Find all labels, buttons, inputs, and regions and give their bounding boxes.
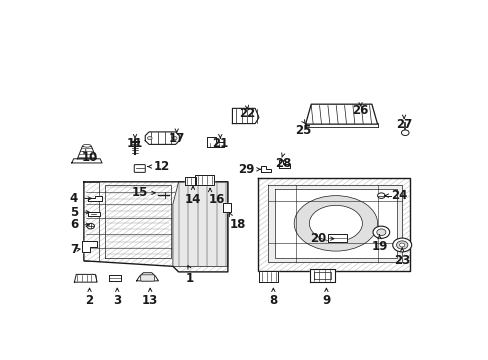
Circle shape xyxy=(87,223,94,229)
Polygon shape xyxy=(279,161,289,168)
Polygon shape xyxy=(258,177,409,270)
Polygon shape xyxy=(87,195,102,201)
Polygon shape xyxy=(259,271,278,282)
Polygon shape xyxy=(82,240,97,252)
Circle shape xyxy=(401,130,408,135)
Text: 7: 7 xyxy=(70,243,79,256)
Polygon shape xyxy=(84,182,227,272)
Polygon shape xyxy=(87,212,100,216)
Text: 18: 18 xyxy=(229,218,245,231)
Text: 28: 28 xyxy=(274,157,290,170)
Text: 26: 26 xyxy=(352,104,368,117)
Ellipse shape xyxy=(309,205,362,242)
Circle shape xyxy=(372,226,389,238)
Text: 6: 6 xyxy=(70,218,78,231)
Circle shape xyxy=(396,241,407,249)
Text: 8: 8 xyxy=(269,294,277,307)
Text: 3: 3 xyxy=(113,294,121,307)
Circle shape xyxy=(376,229,385,235)
Text: 1: 1 xyxy=(185,272,194,285)
Text: 11: 11 xyxy=(127,138,143,150)
Text: 24: 24 xyxy=(390,189,407,202)
Polygon shape xyxy=(223,203,231,212)
Polygon shape xyxy=(207,138,224,147)
Circle shape xyxy=(172,136,177,140)
FancyBboxPatch shape xyxy=(134,165,145,172)
Text: 2: 2 xyxy=(85,294,93,307)
Text: 29: 29 xyxy=(238,163,254,176)
Text: 9: 9 xyxy=(322,294,330,307)
Text: 4: 4 xyxy=(70,192,78,205)
Polygon shape xyxy=(232,108,259,123)
Polygon shape xyxy=(136,273,158,281)
Text: 10: 10 xyxy=(82,151,98,164)
Ellipse shape xyxy=(294,196,377,251)
Text: 25: 25 xyxy=(295,123,311,136)
Circle shape xyxy=(147,136,152,140)
Polygon shape xyxy=(173,182,227,266)
Polygon shape xyxy=(310,269,334,282)
Text: 12: 12 xyxy=(154,160,170,173)
Polygon shape xyxy=(267,185,401,262)
Polygon shape xyxy=(184,177,196,185)
Text: 17: 17 xyxy=(168,132,184,145)
Text: 20: 20 xyxy=(309,232,326,245)
Polygon shape xyxy=(261,166,270,172)
Circle shape xyxy=(399,243,404,247)
Polygon shape xyxy=(77,146,96,159)
Polygon shape xyxy=(145,132,179,144)
Text: 19: 19 xyxy=(370,240,387,253)
Text: 23: 23 xyxy=(393,254,409,267)
Text: 21: 21 xyxy=(212,138,228,150)
Polygon shape xyxy=(74,274,97,282)
Polygon shape xyxy=(305,104,377,124)
Text: 27: 27 xyxy=(395,118,411,131)
Text: 13: 13 xyxy=(142,294,158,307)
Circle shape xyxy=(392,238,411,252)
FancyBboxPatch shape xyxy=(141,275,154,281)
Text: 15: 15 xyxy=(132,186,148,199)
Polygon shape xyxy=(72,159,102,163)
Polygon shape xyxy=(327,234,346,242)
Text: 14: 14 xyxy=(184,193,201,206)
Polygon shape xyxy=(195,175,213,185)
Text: 5: 5 xyxy=(70,206,78,219)
Polygon shape xyxy=(109,275,121,281)
Text: 22: 22 xyxy=(238,107,254,120)
Circle shape xyxy=(377,193,385,198)
Ellipse shape xyxy=(82,144,91,147)
Polygon shape xyxy=(275,189,396,258)
Text: 16: 16 xyxy=(208,193,225,206)
